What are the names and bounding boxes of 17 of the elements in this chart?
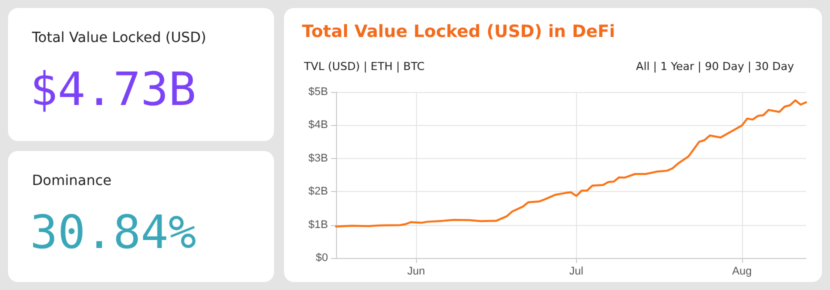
x-tick-label: Jul [569, 266, 584, 278]
text: Dominance [32, 173, 112, 189]
line-series [335, 99, 807, 228]
x-tick-label: Aug [732, 266, 752, 278]
text: Total Value Locked (USD) [32, 30, 206, 46]
y-tick-label: $0 [316, 252, 328, 264]
text: 30.84% [30, 205, 196, 259]
text: $4.73B [30, 62, 196, 116]
text: All | 1 Year | 90 Day | 30 Day [636, 60, 794, 73]
chart-title: Total Value Locked (USD) in DeFi [302, 22, 616, 42]
y-tick-label: $5B [308, 86, 328, 98]
y-tick-label: $2B [308, 186, 328, 198]
y-tick-label: $1B [308, 218, 328, 231]
text: TVL (USD) | ETH | BTC [304, 60, 425, 73]
y-tick-label: $3B [308, 152, 328, 164]
y-tick-label: $4B [308, 119, 328, 132]
x-tick-label: Jun [407, 266, 425, 278]
